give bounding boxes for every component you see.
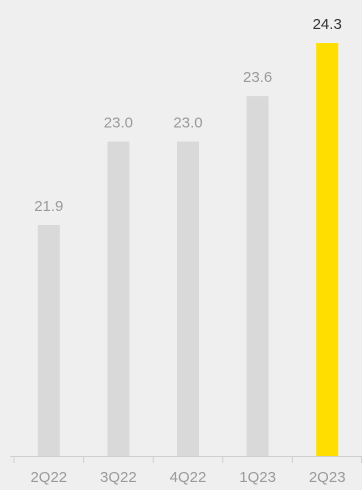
x-axis-ticks-group xyxy=(13,456,362,463)
x-tick-label-1Q23: 1Q23 xyxy=(239,469,276,486)
x-tick-label-4Q22: 4Q22 xyxy=(170,469,207,486)
x-tick-label-3Q22: 3Q22 xyxy=(100,469,137,486)
bar-2Q23 xyxy=(316,43,339,456)
bar-3Q22 xyxy=(107,141,130,456)
value-label-2Q23: 24.3 xyxy=(313,16,342,33)
value-label-4Q22: 23.0 xyxy=(173,115,202,132)
value-label-2Q22: 21.9 xyxy=(34,198,63,215)
x-tick-label-2Q23: 2Q23 xyxy=(309,469,346,486)
bars-group xyxy=(37,43,339,456)
bar-4Q22 xyxy=(177,141,199,456)
x-tick-label-2Q22: 2Q22 xyxy=(30,469,67,486)
value-label-3Q22: 23.0 xyxy=(104,115,133,132)
bar-1Q23 xyxy=(246,96,269,456)
x-axis-tick-labels-group: 2Q22 3Q22 4Q22 1Q23 2Q23 xyxy=(30,469,345,486)
value-label-1Q23: 23.6 xyxy=(243,69,272,86)
bar-2Q22 xyxy=(37,225,60,456)
value-labels-group: 21.9 23.0 23.0 23.6 24.3 xyxy=(34,16,342,215)
